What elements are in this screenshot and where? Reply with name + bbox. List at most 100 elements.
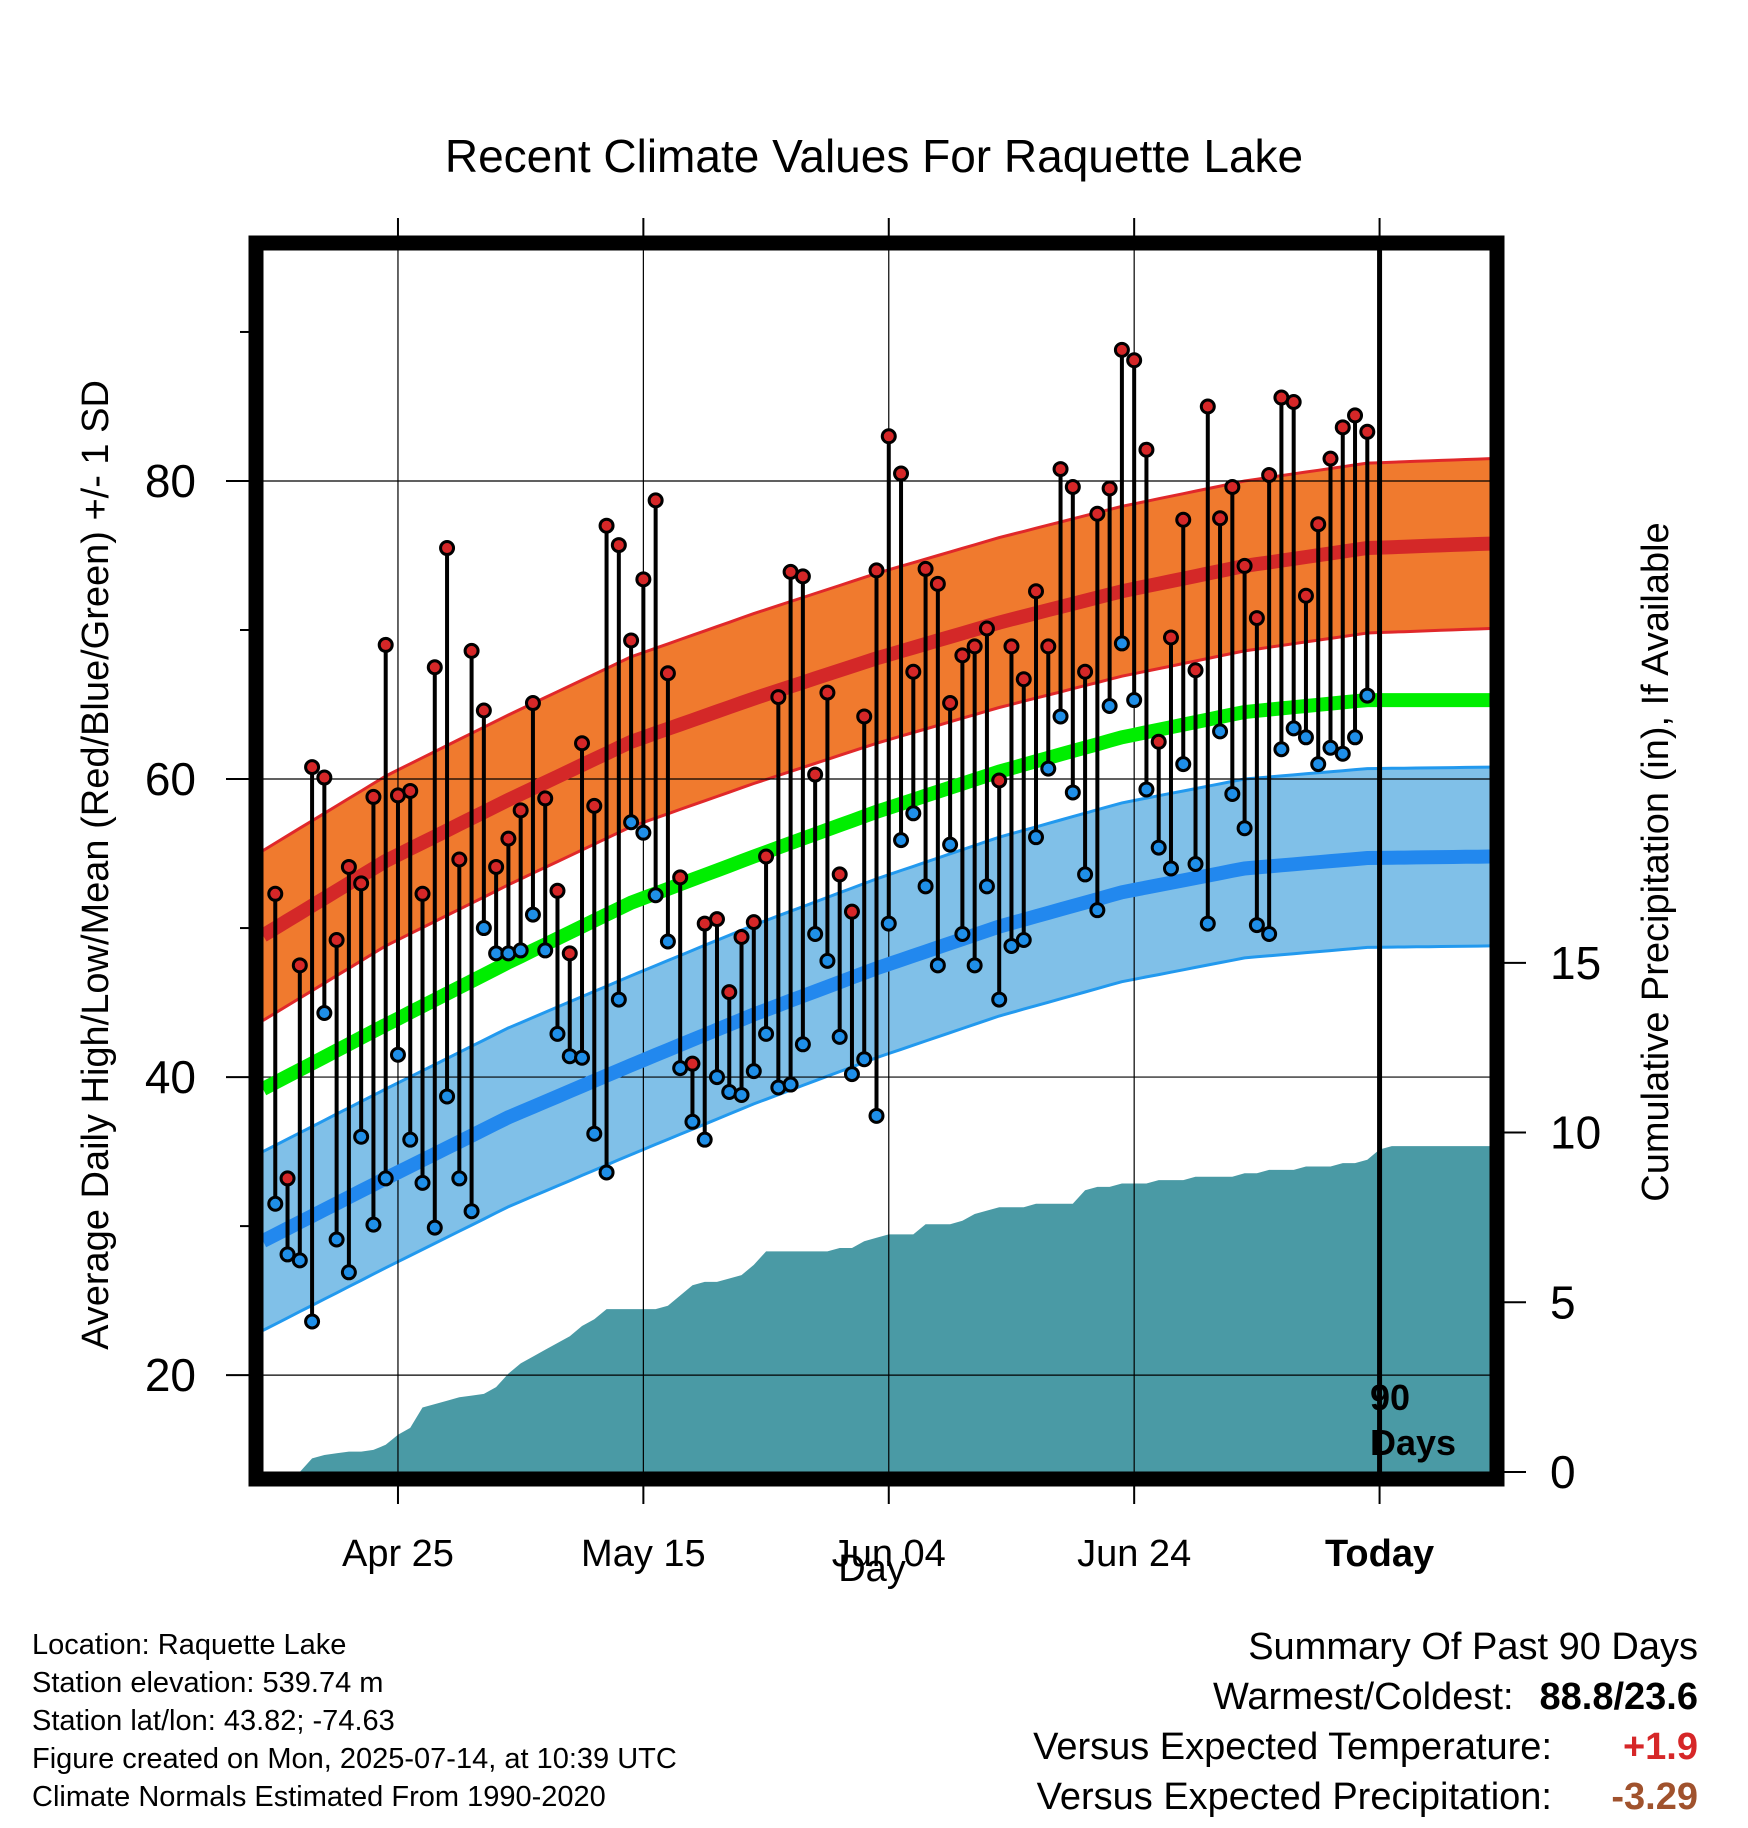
station-info: Location: Raquette Lake Station elevatio… xyxy=(32,1626,677,1816)
daily-low-point xyxy=(402,1131,419,1148)
daily-high-point xyxy=(880,428,897,445)
daily-low-point xyxy=(684,1113,701,1130)
info-normals: Climate Normals Estimated From 1990-2020 xyxy=(32,1781,606,1813)
daily-low-point xyxy=(537,942,554,959)
daily-high-point xyxy=(463,642,480,659)
daily-low-point xyxy=(340,1264,357,1281)
daily-high-point xyxy=(1150,733,1167,750)
daily-high-point xyxy=(708,911,725,928)
daily-high-point xyxy=(279,1170,296,1187)
daily-low-point xyxy=(1347,729,1364,746)
daily-low-point xyxy=(1077,866,1094,883)
x-tick-label: Jun 04 xyxy=(832,1533,946,1575)
y2-tick-label: 15 xyxy=(1550,937,1601,989)
daily-high-point xyxy=(1261,467,1278,484)
daily-high-point xyxy=(414,885,431,902)
daily-low-point xyxy=(659,933,676,950)
daily-low-point xyxy=(365,1216,382,1233)
daily-high-point xyxy=(365,788,382,805)
daily-high-point xyxy=(586,797,603,814)
daily-high-point xyxy=(291,957,308,974)
y-tick-label: 40 xyxy=(145,1051,196,1103)
daily-low-point xyxy=(856,1051,873,1068)
daily-high-point xyxy=(1224,478,1241,495)
precipitation-label: Versus Expected Precipitation: xyxy=(1036,1776,1552,1818)
daily-high-point xyxy=(353,875,370,892)
summary-temperature: Versus Expected Temperature: +1.9 xyxy=(1033,1722,1698,1772)
daily-low-point xyxy=(475,920,492,937)
daily-low-point xyxy=(377,1170,394,1187)
info-latlon: Station lat/lon: 43.82; -74.63 xyxy=(32,1705,395,1737)
daily-low-point xyxy=(1162,860,1179,877)
daily-high-point xyxy=(1310,516,1327,533)
y-tick-label: 20 xyxy=(145,1349,196,1401)
daily-high-point xyxy=(561,945,578,962)
daily-high-point xyxy=(745,914,762,931)
y2-axis-label: Cumulative Precipitation (in), If Availa… xyxy=(1635,522,1677,1201)
daily-low-point xyxy=(623,814,640,831)
daily-high-point xyxy=(1248,610,1265,627)
daily-high-point xyxy=(1175,511,1192,528)
x-tick-label: Apr 25 xyxy=(342,1533,454,1575)
daily-low-point xyxy=(868,1107,885,1124)
summary-panel: Summary Of Past 90 Days Warmest/Coldest:… xyxy=(1033,1622,1698,1822)
daily-high-point xyxy=(893,465,910,482)
daily-low-point xyxy=(1150,839,1167,856)
daily-low-point xyxy=(1334,745,1351,762)
daily-low-point xyxy=(954,926,971,943)
daily-low-point xyxy=(758,1025,775,1042)
daily-high-point xyxy=(1126,352,1143,369)
summary-warmest-coldest: Warmest/Coldest: 88.8/23.6 xyxy=(1033,1672,1698,1722)
plot-border xyxy=(248,235,1505,1487)
info-created: Figure created on Mon, 2025-07-14, at 10… xyxy=(32,1743,677,1775)
daily-low-point xyxy=(880,915,897,932)
daily-high-point xyxy=(929,575,946,592)
daily-low-point xyxy=(647,887,664,904)
daily-high-point xyxy=(991,772,1008,789)
daily-high-point xyxy=(500,830,517,847)
daily-high-point xyxy=(574,735,591,752)
daily-high-point xyxy=(1359,423,1376,440)
daily-low-point xyxy=(733,1086,750,1103)
x-tick-label: May 15 xyxy=(581,1533,706,1575)
daily-low-point xyxy=(1212,723,1229,740)
daily-low-point xyxy=(942,836,959,853)
daily-low-point xyxy=(426,1219,443,1236)
daily-high-point xyxy=(402,782,419,799)
daily-high-point xyxy=(1334,419,1351,436)
daily-high-point xyxy=(439,540,456,557)
daily-low-point xyxy=(1236,820,1253,837)
daily-high-point xyxy=(843,903,860,920)
daily-low-point xyxy=(1285,720,1302,737)
daily-high-point xyxy=(1113,341,1130,358)
warmest-coldest-value: 88.8/23.6 xyxy=(1539,1676,1698,1718)
daily-high-point xyxy=(598,517,615,534)
daily-low-point xyxy=(991,991,1008,1008)
daily-low-point xyxy=(328,1231,345,1248)
daily-low-point xyxy=(978,878,995,895)
daily-high-point xyxy=(1101,480,1118,497)
daily-high-point xyxy=(488,858,505,875)
daily-low-point xyxy=(598,1164,615,1181)
daily-low-point xyxy=(782,1076,799,1093)
daily-high-point xyxy=(340,858,357,875)
daily-low-point xyxy=(635,824,652,841)
daily-high-point xyxy=(733,929,750,946)
daily-high-point xyxy=(316,769,333,786)
warmest-coldest-label: Warmest/Coldest: xyxy=(1212,1676,1514,1718)
daily-low-point xyxy=(1261,926,1278,943)
temperature-label: Versus Expected Temperature: xyxy=(1033,1726,1552,1768)
daily-low-point xyxy=(586,1125,603,1142)
daily-low-point xyxy=(439,1088,456,1105)
precipitation-area-fill xyxy=(263,1146,1490,1472)
daily-high-point xyxy=(905,663,922,680)
daily-low-point xyxy=(389,1046,406,1063)
daily-low-point xyxy=(1064,784,1081,801)
daily-low-point xyxy=(549,1025,566,1042)
daily-low-point xyxy=(1248,917,1265,934)
y-tick-label: 80 xyxy=(145,455,196,507)
daily-high-point xyxy=(524,695,541,712)
daily-high-point xyxy=(512,802,529,819)
daily-low-point xyxy=(929,957,946,974)
daily-high-point xyxy=(966,638,983,655)
